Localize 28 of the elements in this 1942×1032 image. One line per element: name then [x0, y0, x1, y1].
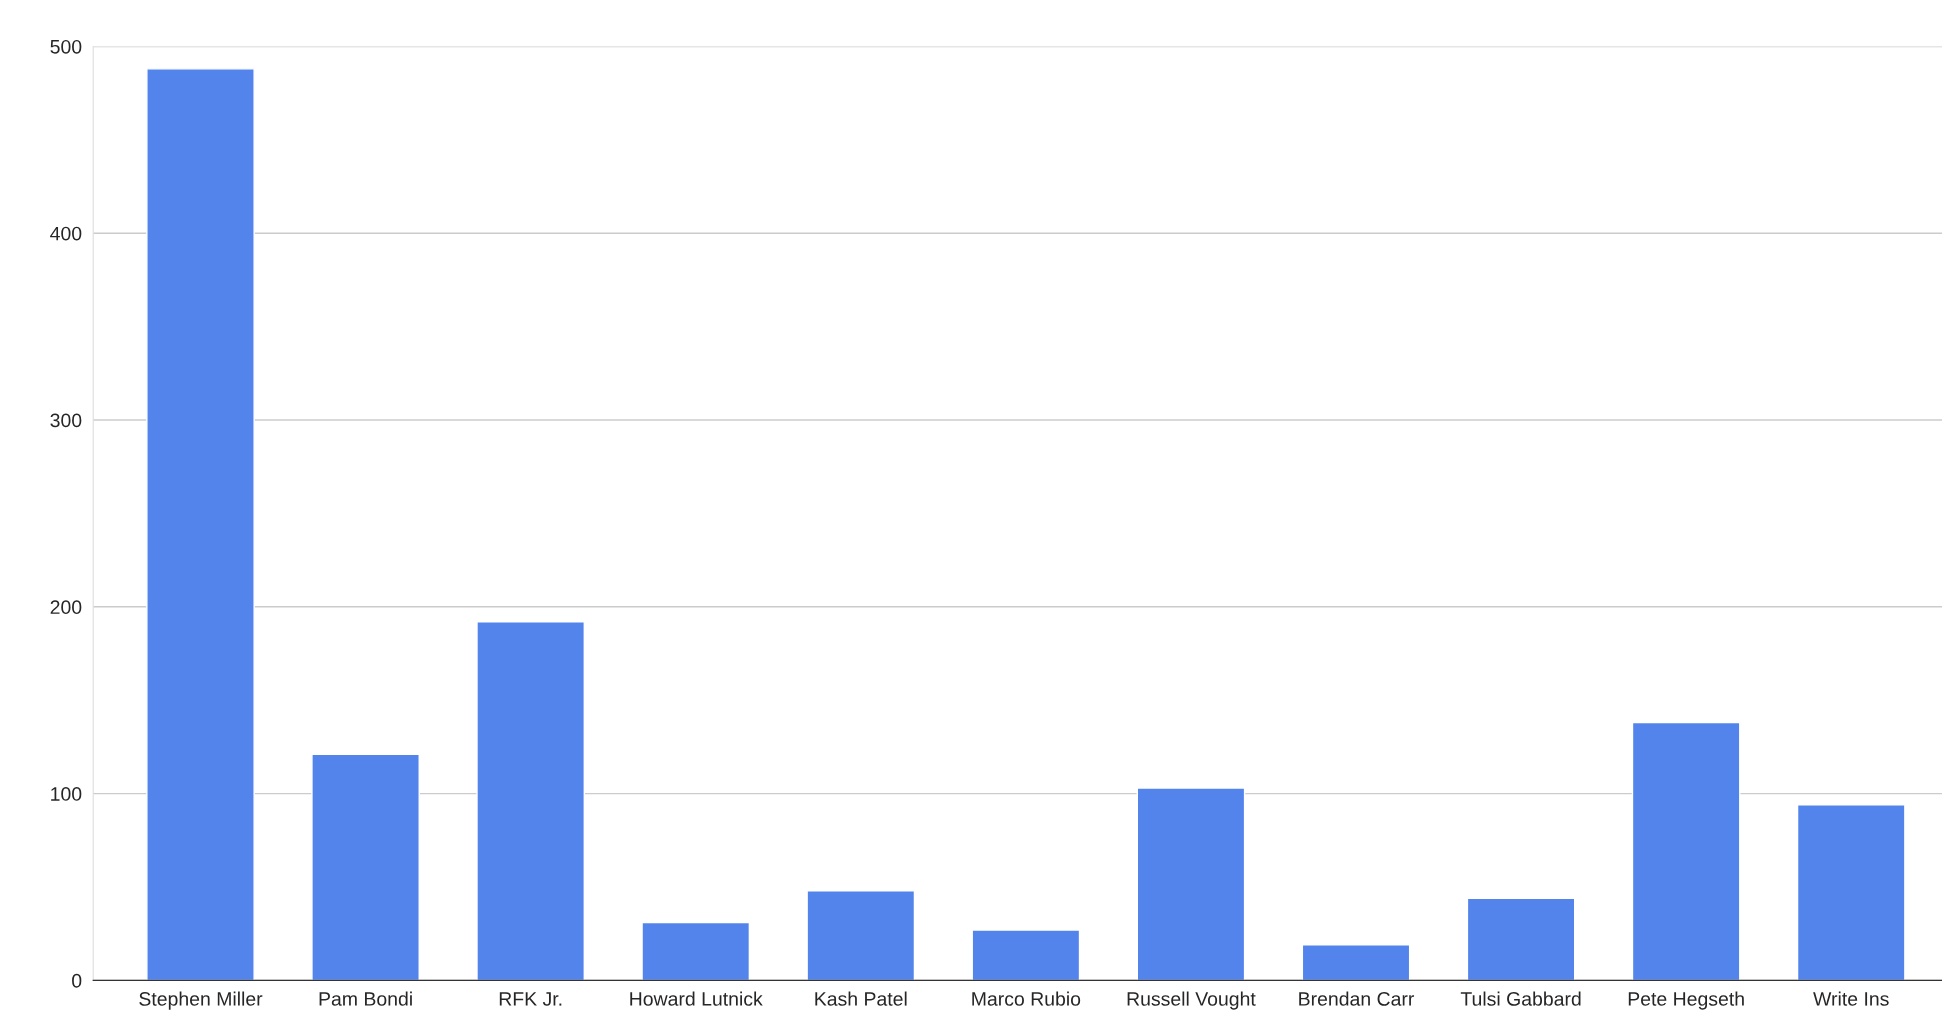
y-tick-label: 500 [50, 39, 82, 54]
bar [806, 890, 916, 981]
x-tick-label: Stephen Miller [139, 991, 263, 1010]
bar [1631, 721, 1741, 981]
bar [146, 68, 255, 981]
bar [1136, 787, 1246, 981]
bar [971, 929, 1081, 981]
x-tick-label: Howard Lutnick [630, 991, 763, 1006]
x-tick-label: Write Ins [1813, 991, 1889, 1006]
bar [1796, 804, 1906, 981]
x-tick-label: Russell Vought [1127, 991, 1256, 1010]
x-tick-label: Tulsi Gabbard [1460, 991, 1581, 1006]
x-tick-label: Pete Hegseth [1628, 991, 1744, 1010]
y-tick-label: 100 [51, 787, 82, 801]
bar [476, 621, 585, 981]
bar [1466, 897, 1576, 981]
y-tick-label: 300 [50, 413, 82, 428]
x-tick-label: Pam Bondi [319, 991, 412, 1006]
x-tick-label: Brendan Carr [1299, 991, 1415, 1006]
x-tick-label: RFK Jr. [499, 992, 562, 1006]
bar [641, 921, 751, 981]
bar [311, 753, 420, 981]
bar [1301, 944, 1411, 981]
x-tick-label: Kash Patel [815, 991, 907, 1006]
y-tick-label: 400 [50, 226, 82, 241]
x-tick-label: Marco Rubio [972, 991, 1081, 1006]
y-tick-label: 0 [72, 973, 82, 988]
y-tick-label: 200 [50, 600, 82, 615]
